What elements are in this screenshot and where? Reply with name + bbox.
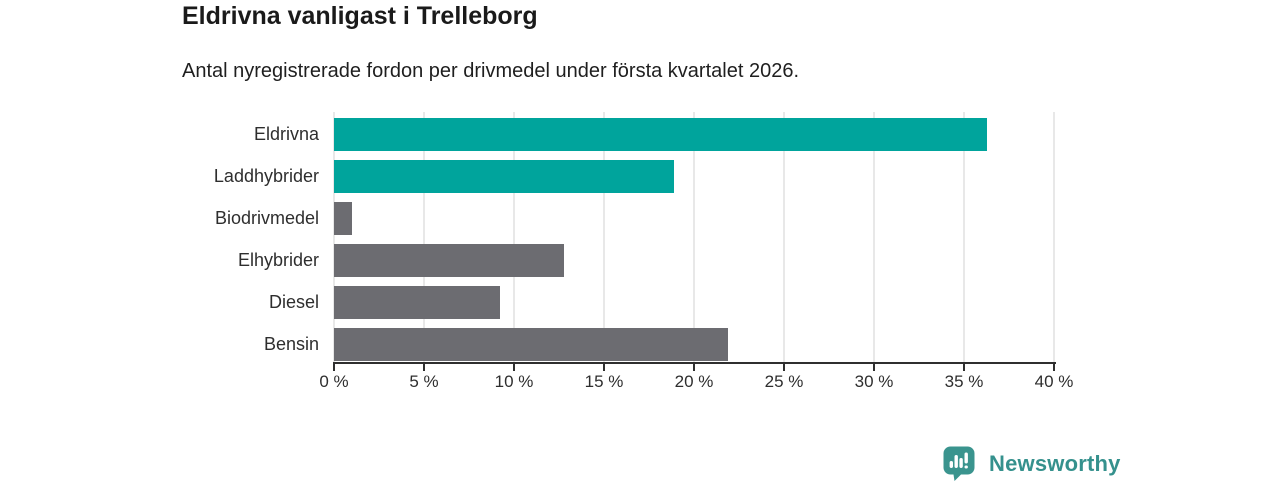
bar-bensin xyxy=(334,328,729,361)
x-tick-label-5: 5 % xyxy=(409,372,439,391)
bar-eldrivna xyxy=(334,118,988,151)
x-tick-label-35: 35 % xyxy=(944,372,984,391)
bar-biodrivmedel xyxy=(334,202,352,235)
x-tick-label-15: 15 % xyxy=(584,372,624,391)
x-tick-mark-0 xyxy=(333,364,335,371)
chart-subtitle: Antal nyregistrerade fordon per drivmede… xyxy=(182,60,800,82)
x-tick-label-10: 10 % xyxy=(494,372,534,391)
gridline-15 xyxy=(603,112,605,362)
x-tick-label-25: 25 % xyxy=(764,372,804,391)
x-tick-mark-5 xyxy=(423,364,425,371)
x-tick-mark-10 xyxy=(513,364,515,371)
gridline-5 xyxy=(423,112,425,362)
category-label: Elhybrider xyxy=(237,250,319,270)
x-tick-mark-40 xyxy=(1053,364,1055,371)
gridline-35 xyxy=(963,112,965,362)
newsworthy-logo-icon xyxy=(943,446,975,481)
gridline-20 xyxy=(693,112,695,362)
gridline-10 xyxy=(513,112,515,362)
x-axis-line xyxy=(333,362,1056,364)
x-tick-label-30: 30 % xyxy=(854,372,894,391)
x-tick-mark-20 xyxy=(693,364,695,371)
gridline-40 xyxy=(1053,112,1055,362)
x-tick-mark-25 xyxy=(783,364,785,371)
category-label: Bensin xyxy=(263,334,319,354)
gridline-25 xyxy=(783,112,785,362)
brand-name: Newsworthy xyxy=(989,450,1121,476)
bar-diesel xyxy=(334,286,500,319)
x-tick-label-20: 20 % xyxy=(674,372,714,391)
category-label: Eldrivna xyxy=(253,124,319,144)
x-tick-mark-15 xyxy=(603,364,605,371)
bar-elhybrider xyxy=(334,244,565,277)
bar-laddhybrider xyxy=(334,160,675,193)
x-tick-mark-35 xyxy=(963,364,965,371)
x-tick-label-0: 0 % xyxy=(319,372,349,391)
x-tick-label-40: 40 % xyxy=(1034,372,1074,391)
gridline-30 xyxy=(873,112,875,362)
brand-footer: Newsworthy xyxy=(943,446,1121,481)
gridline-0 xyxy=(333,112,335,362)
category-label: Diesel xyxy=(268,292,319,312)
category-label: Laddhybrider xyxy=(213,166,319,186)
chart-title: Eldrivna vanligast i Trelleborg xyxy=(182,2,538,30)
x-tick-mark-30 xyxy=(873,364,875,371)
category-label: Biodrivmedel xyxy=(214,208,319,228)
